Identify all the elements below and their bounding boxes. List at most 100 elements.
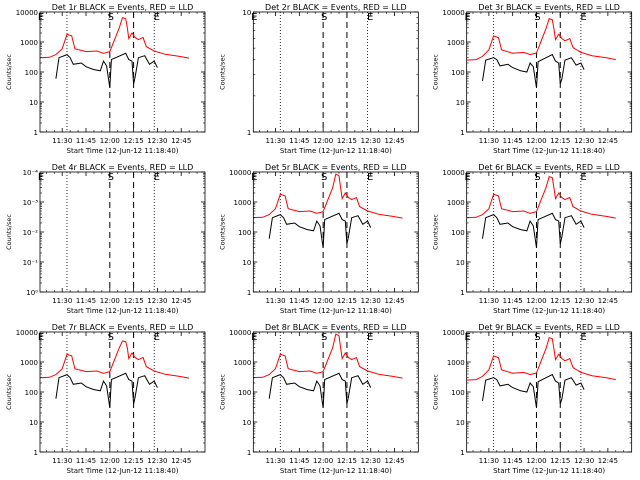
x-tick-label: 11:45 [289, 137, 309, 145]
x-tick-label: 11:30 [265, 137, 285, 145]
y-axis-label: Counts/sec [218, 54, 226, 90]
x-tick-label: 11:30 [52, 137, 72, 145]
x-axis-label: Start Time (12-Jun-12 11:18:40) [280, 467, 392, 475]
x-tick-label: 12:30 [147, 457, 167, 465]
interval-marker-label: E [154, 12, 160, 23]
plot-frame [39, 331, 206, 453]
lld-series-line [466, 18, 616, 61]
interval-marker-label: S [108, 12, 114, 23]
y-tick-label: 10⁰ [26, 289, 38, 297]
y-tick-label: 10⁻² [23, 229, 39, 237]
interval-marker-label: E [251, 172, 257, 183]
y-axis-label: Counts/sec [5, 54, 13, 90]
lld-series-line [39, 340, 190, 379]
y-tick-label: 1 [247, 449, 251, 457]
x-tick-label: 12:15 [124, 297, 144, 305]
lld-series-line [253, 333, 403, 379]
y-axis-label: Counts/sec [432, 374, 440, 410]
panel-title: Det 8r BLACK = Events, RED = LLD [265, 323, 407, 332]
x-tick-label: 12:30 [147, 137, 167, 145]
x-tick-label: 11:45 [503, 137, 523, 145]
y-tick-label: 1000 [234, 199, 252, 207]
y-tick-label: 10 [242, 9, 251, 17]
x-tick-label: 12:00 [313, 137, 333, 145]
interval-marker-label: E [38, 12, 44, 23]
x-axis-label: Start Time (12-Jun-12 11:18:40) [280, 307, 392, 315]
x-tick-label: 11:45 [503, 457, 523, 465]
panel-det-4: Det 4r BLACK = Events, RED = LLD Counts/s… [5, 163, 206, 315]
y-axis-label: Counts/sec [432, 54, 440, 90]
y-tick-label: 100 [238, 229, 251, 237]
panel-det-3: Det 3r BLACK = Events, RED = LLD Counts/s… [432, 3, 633, 155]
interval-marker-label: E [580, 12, 586, 23]
y-axis-label: Counts/sec [5, 374, 13, 410]
y-tick-label: 1 [460, 289, 464, 297]
x-tick-label: 12:30 [361, 297, 381, 305]
interval-marker-label: S [108, 332, 114, 343]
x-tick-label: 12:15 [124, 457, 144, 465]
panel-det-5: Det 5r BLACK = Events, RED = LLD Counts/s… [218, 163, 419, 315]
plot-frame [39, 11, 206, 133]
events-series-line [268, 212, 372, 248]
x-tick-label: 12:00 [100, 137, 120, 145]
x-tick-label: 11:45 [503, 297, 523, 305]
x-axis-label: Start Time (12-Jun-12 11:18:40) [493, 147, 605, 155]
x-tick-label: 12:00 [313, 457, 333, 465]
x-tick-label: 12:30 [147, 297, 167, 305]
lld-series-line [253, 173, 403, 219]
y-axis-label: Counts/sec [432, 214, 440, 250]
interval-marker-label: E [580, 332, 586, 343]
interval-marker-label: E [464, 172, 470, 183]
y-tick-label: 1 [460, 449, 464, 457]
y-tick-label: 100 [25, 69, 38, 77]
x-tick-label: 12:00 [526, 137, 546, 145]
y-tick-label: 10000 [442, 169, 464, 177]
panel-title: Det 6r BLACK = Events, RED = LLD [478, 163, 620, 172]
interval-marker-label: E [367, 332, 373, 343]
x-tick-label: 12:15 [337, 297, 357, 305]
x-tick-label: 11:30 [52, 297, 72, 305]
x-tick-label: 11:45 [76, 457, 96, 465]
x-tick-label: 11:30 [265, 457, 285, 465]
x-axis-label: Start Time (12-Jun-12 11:18:40) [67, 307, 179, 315]
interval-marker-label: S [108, 172, 114, 183]
panel-title: Det 5r BLACK = Events, RED = LLD [265, 163, 407, 172]
panel-det-6: Det 6r BLACK = Events, RED = LLD Counts/s… [432, 163, 633, 315]
y-tick-label: 1 [247, 289, 251, 297]
x-tick-label: 11:30 [265, 297, 285, 305]
x-tick-label: 12:00 [100, 297, 120, 305]
y-tick-label: 1000 [234, 359, 252, 367]
interval-marker-label: S [321, 12, 327, 23]
y-tick-label: 10⁻¹ [23, 259, 39, 267]
y-tick-label: 10 [456, 99, 465, 107]
x-tick-label: 12:45 [171, 297, 191, 305]
plot-frame [466, 11, 633, 133]
plot-frame [252, 331, 419, 453]
panel-title: Det 7r BLACK = Events, RED = LLD [52, 323, 194, 332]
interval-marker-label: E [367, 172, 373, 183]
panel-title: Det 3r BLACK = Events, RED = LLD [478, 3, 620, 12]
y-tick-label: 1000 [447, 199, 465, 207]
y-tick-label: 10 [242, 419, 251, 427]
y-axis-label: Counts/sec [5, 214, 13, 250]
x-tick-label: 12:00 [313, 297, 333, 305]
interval-marker-label: S [534, 332, 540, 343]
y-tick-label: 1 [247, 129, 251, 137]
x-tick-label: 12:15 [337, 457, 357, 465]
y-tick-label: 1000 [447, 359, 465, 367]
interval-marker-label: E [251, 332, 257, 343]
events-series-line [55, 372, 158, 408]
plot-frame [252, 11, 419, 133]
y-tick-label: 10 [456, 259, 465, 267]
x-tick-label: 12:45 [384, 297, 404, 305]
events-series-line [482, 212, 585, 248]
x-tick-label: 12:45 [171, 457, 191, 465]
x-tick-label: 11:45 [289, 297, 309, 305]
interval-marker-label: E [580, 172, 586, 183]
events-series-line [482, 373, 585, 408]
y-tick-label: 1000 [447, 39, 465, 47]
y-tick-label: 10 [242, 259, 251, 267]
x-tick-label: 12:45 [384, 137, 404, 145]
x-tick-label: 11:45 [289, 457, 309, 465]
